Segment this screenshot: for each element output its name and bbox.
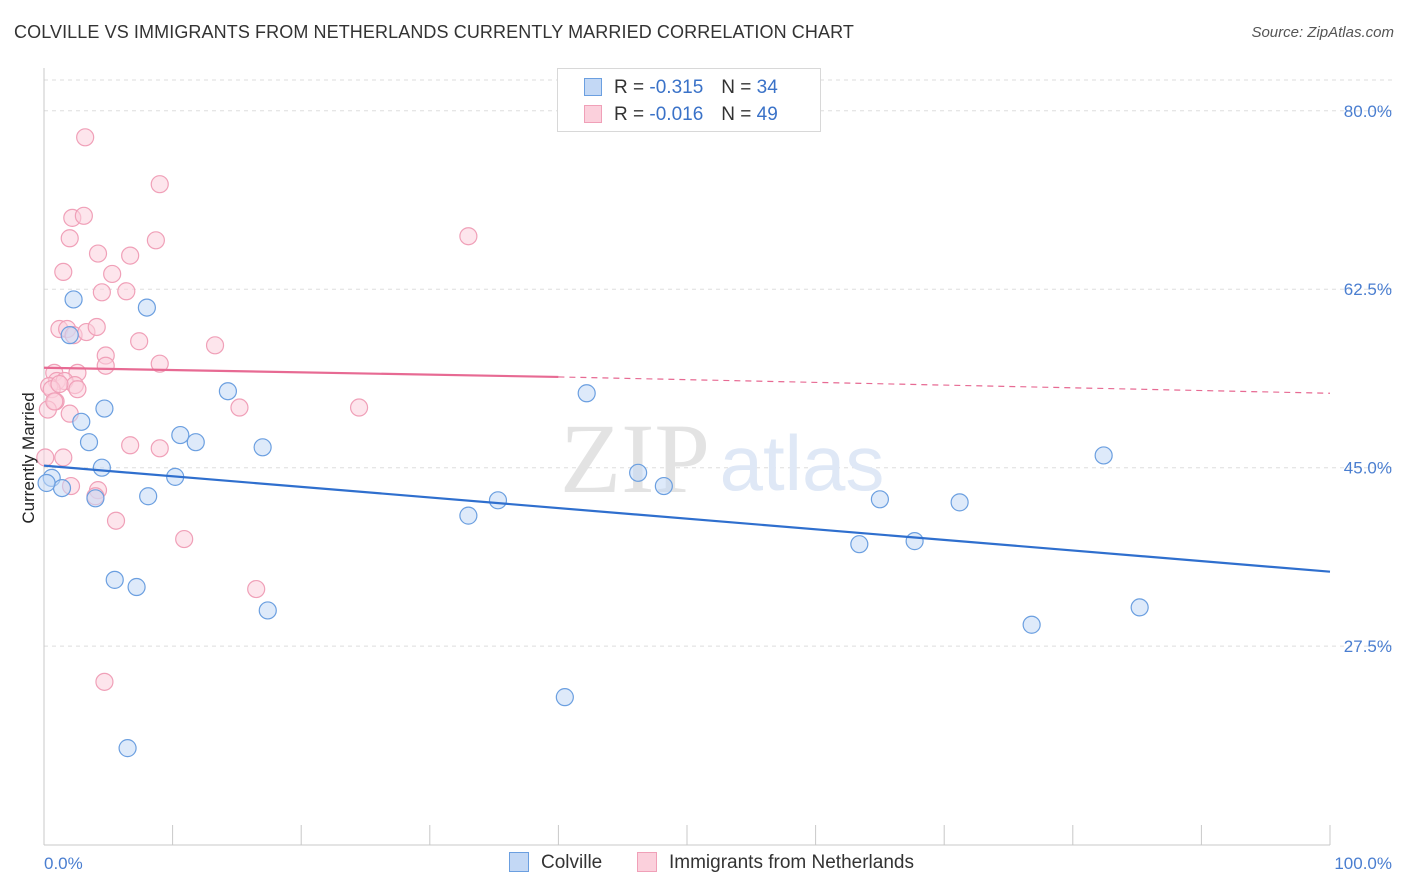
colville-point bbox=[52, 478, 72, 498]
colville-point bbox=[139, 487, 158, 506]
x-tick-label-0: 0.0% bbox=[44, 854, 83, 873]
colville-point bbox=[1022, 615, 1041, 634]
netherlands-point bbox=[121, 246, 140, 265]
colville-point bbox=[1094, 446, 1113, 465]
colville-point bbox=[72, 412, 91, 431]
legend-row-netherlands: R = -0.016 N = 49 bbox=[584, 104, 778, 126]
colville-r-label: R = bbox=[614, 77, 645, 98]
legend-row-colville: R = -0.315 N = 34 bbox=[584, 77, 778, 99]
netherlands-point bbox=[175, 529, 194, 549]
colville-point bbox=[171, 425, 190, 445]
colville-point bbox=[64, 290, 83, 309]
colville-point bbox=[92, 458, 111, 477]
chart-title: COLVILLE VS IMMIGRANTS FROM NETHERLANDS … bbox=[14, 22, 854, 42]
watermark: ZIP atlas bbox=[560, 403, 884, 514]
colville-point bbox=[905, 532, 924, 551]
watermark-atlas: atlas bbox=[720, 419, 885, 507]
colville-point bbox=[258, 601, 277, 620]
colville-point bbox=[186, 433, 205, 452]
colville-point bbox=[218, 382, 237, 401]
netherlands-point bbox=[146, 231, 165, 250]
y-tick-label-1: 45.0% bbox=[1344, 459, 1392, 478]
netherlands-point bbox=[60, 229, 79, 248]
netherlands-trend-extension bbox=[558, 376, 1331, 394]
colville-point bbox=[488, 491, 508, 510]
colville-point bbox=[60, 326, 79, 345]
netherlands-point bbox=[45, 392, 64, 411]
netherlands-point bbox=[150, 354, 169, 373]
netherlands-point bbox=[76, 128, 95, 147]
netherlands-point bbox=[205, 336, 225, 355]
netherlands-point bbox=[88, 244, 108, 263]
netherlands-point bbox=[92, 283, 111, 302]
colville-trend-line bbox=[43, 464, 1331, 573]
netherlands-point bbox=[54, 262, 73, 282]
colville-point bbox=[253, 438, 272, 457]
bottom-netherlands-swatch bbox=[637, 852, 657, 872]
bottom-legend-netherlands: Immigrants from Netherlands bbox=[637, 852, 914, 874]
netherlands-n-value: 49 bbox=[756, 104, 778, 125]
netherlands-point bbox=[50, 374, 69, 394]
netherlands-point bbox=[150, 439, 169, 458]
colville-point bbox=[105, 570, 124, 589]
bottom-netherlands-label: Immigrants from Netherlands bbox=[669, 852, 914, 873]
colville-n-value: 34 bbox=[756, 77, 778, 98]
y-axis-label: Currently Married bbox=[19, 392, 38, 523]
netherlands-point bbox=[230, 398, 249, 417]
netherlands-point bbox=[87, 317, 106, 337]
netherlands-point bbox=[150, 175, 169, 194]
netherlands-trend-line bbox=[43, 366, 559, 379]
colville-point bbox=[950, 493, 969, 512]
stats-legend: R = -0.315 N = 34 R = -0.016 N = 49 bbox=[557, 68, 821, 132]
netherlands-point bbox=[130, 332, 149, 351]
netherlands-r-label: R = bbox=[614, 104, 645, 125]
netherlands-point bbox=[106, 511, 126, 530]
netherlands-point bbox=[68, 380, 87, 399]
bottom-legend-colville: Colville bbox=[509, 852, 602, 874]
netherlands-swatch bbox=[584, 105, 602, 123]
colville-point bbox=[654, 476, 673, 496]
colville-r-value: -0.315 bbox=[649, 77, 704, 98]
netherlands-point bbox=[96, 356, 115, 375]
colville-swatch bbox=[584, 78, 602, 96]
colville-point bbox=[850, 535, 869, 554]
netherlands-point bbox=[95, 672, 114, 691]
colville-point bbox=[86, 489, 105, 508]
colville-point bbox=[1130, 598, 1149, 617]
colville-point bbox=[137, 298, 156, 317]
y-tick-label-3: 80.0% bbox=[1344, 102, 1392, 121]
netherlands-point bbox=[349, 398, 369, 417]
netherlands-point bbox=[121, 436, 140, 455]
colville-point bbox=[577, 384, 596, 403]
colville-point bbox=[95, 399, 114, 418]
watermark-zip: ZIP bbox=[560, 403, 710, 514]
colville-n-label: N = bbox=[721, 77, 752, 98]
colville-point bbox=[629, 463, 648, 482]
colville-point bbox=[459, 506, 478, 525]
netherlands-point bbox=[54, 448, 73, 467]
x-tick-label-1: 100.0% bbox=[1334, 854, 1392, 873]
source-label: Source: ZipAtlas.com bbox=[1251, 24, 1394, 41]
y-tick-label-0: 27.5% bbox=[1344, 637, 1392, 656]
netherlands-point bbox=[74, 206, 93, 225]
netherlands-point bbox=[117, 282, 136, 301]
netherlands-point bbox=[247, 579, 266, 599]
colville-point bbox=[79, 433, 99, 452]
netherlands-point bbox=[459, 227, 478, 246]
bottom-colville-label: Colville bbox=[541, 852, 603, 873]
y-tick-label-2: 62.5% bbox=[1344, 280, 1392, 299]
netherlands-n-label: N = bbox=[721, 104, 752, 125]
netherlands-point bbox=[103, 264, 122, 284]
netherlands-r-value: -0.016 bbox=[649, 104, 704, 125]
colville-point bbox=[37, 473, 56, 493]
colville-point bbox=[127, 577, 146, 597]
colville-point bbox=[118, 739, 137, 758]
netherlands-point bbox=[36, 448, 55, 467]
colville-point bbox=[555, 688, 574, 707]
colville-point bbox=[870, 490, 890, 509]
bottom-colville-swatch bbox=[509, 852, 529, 872]
